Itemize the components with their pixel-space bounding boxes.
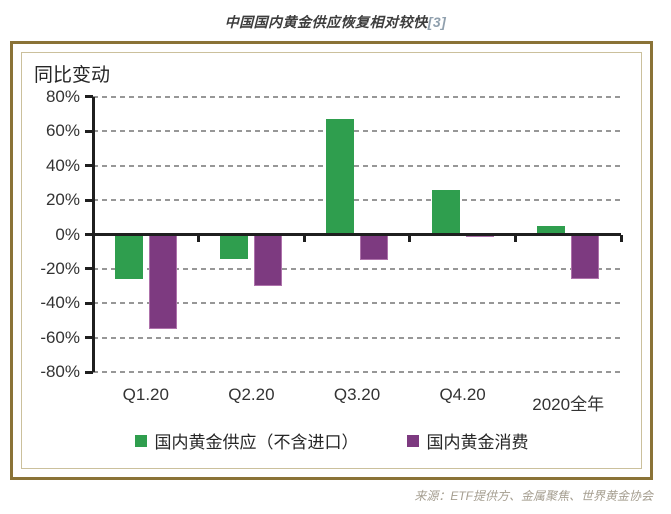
y-axis-tick — [85, 95, 93, 99]
chart-title: 中国国内黄金供应恢复相对较快[3] — [0, 12, 671, 32]
bar-consumption-2020全年 — [571, 234, 600, 280]
x-axis-tick — [619, 234, 623, 242]
y-tick-label: -20% — [40, 258, 80, 278]
y-axis-tick — [85, 267, 93, 271]
legend-swatch-consumption — [406, 434, 419, 447]
y-tick-label: -80% — [40, 362, 80, 382]
grid-line — [93, 95, 621, 98]
bar-consumption-Q3.20 — [360, 234, 388, 261]
y-axis-tick — [85, 370, 93, 374]
legend: 国内黄金供应（不含进口） 国内黄金消费 — [13, 428, 650, 453]
y-tick-label: 80% — [45, 86, 80, 106]
x-category-label: Q2.20 — [228, 385, 275, 404]
chart-frame: 同比变动 80% 60% 40% 20% 0% -20% -40% -60% -80% Q1.20… — [10, 41, 653, 480]
bar-supply-Q2.20 — [220, 234, 249, 259]
bar-consumption-Q1.20 — [148, 234, 177, 330]
x-category-label: 2020全年 — [532, 395, 605, 414]
grid-line — [93, 164, 621, 167]
grid-line — [93, 371, 621, 374]
legend-swatch-supply — [134, 434, 147, 447]
bar-supply-2020全年 — [537, 225, 566, 235]
y-tick-label: 20% — [45, 190, 80, 210]
y-axis-tick — [85, 164, 93, 168]
bar-supply-Q1.20 — [114, 234, 143, 280]
x-axis-tick — [197, 234, 201, 242]
y-axis-tick — [85, 336, 93, 340]
source-attribution: 来源：ETF提供方、金属聚焦、世界黄金协会 — [414, 489, 653, 503]
y-tick-label: 40% — [45, 155, 80, 175]
grid-line — [93, 199, 621, 202]
y-tick-label: 0% — [55, 224, 80, 244]
bar-supply-Q4.20 — [431, 189, 460, 235]
legend-label-supply: 国内黄金供应（不含进口） — [154, 433, 359, 452]
plot-area: 80% 60% 40% 20% 0% -20% -40% -60% -80% Q1.20 Q2.20… — [13, 44, 650, 477]
y-axis-tick — [85, 301, 93, 305]
grid-line — [93, 130, 621, 133]
x-axis-tick — [513, 234, 517, 242]
legend-item-supply: 国内黄金供应（不含进口） — [134, 428, 359, 453]
x-category-label: Q1.20 — [122, 385, 169, 404]
y-tick-label: -60% — [40, 327, 80, 347]
y-axis-tick — [85, 198, 93, 202]
bar-supply-Q3.20 — [326, 119, 354, 235]
y-tick-label: -40% — [40, 293, 80, 313]
x-category-label: Q3.20 — [333, 385, 381, 404]
legend-label-consumption: 国内黄金消费 — [426, 433, 529, 452]
x-axis-tick — [302, 234, 306, 242]
legend-item-consumption: 国内黄金消费 — [406, 428, 529, 453]
chart-title-text: 中国国内黄金供应恢复相对较快 — [224, 14, 428, 30]
x-category-label: Q4.20 — [439, 385, 486, 404]
x-axis-zero-line — [85, 233, 621, 236]
grid-line — [93, 336, 621, 339]
y-tick-label: 60% — [45, 121, 80, 141]
x-axis-tick — [408, 234, 412, 242]
chart-title-reference: [3] — [427, 14, 447, 30]
grid-line — [93, 302, 621, 305]
x-axis-tick — [91, 234, 95, 242]
grid-line — [93, 267, 621, 270]
y-axis-tick — [85, 129, 93, 133]
y-axis-title: 同比变动 — [34, 65, 111, 86]
bar-consumption-Q2.20 — [254, 234, 283, 287]
